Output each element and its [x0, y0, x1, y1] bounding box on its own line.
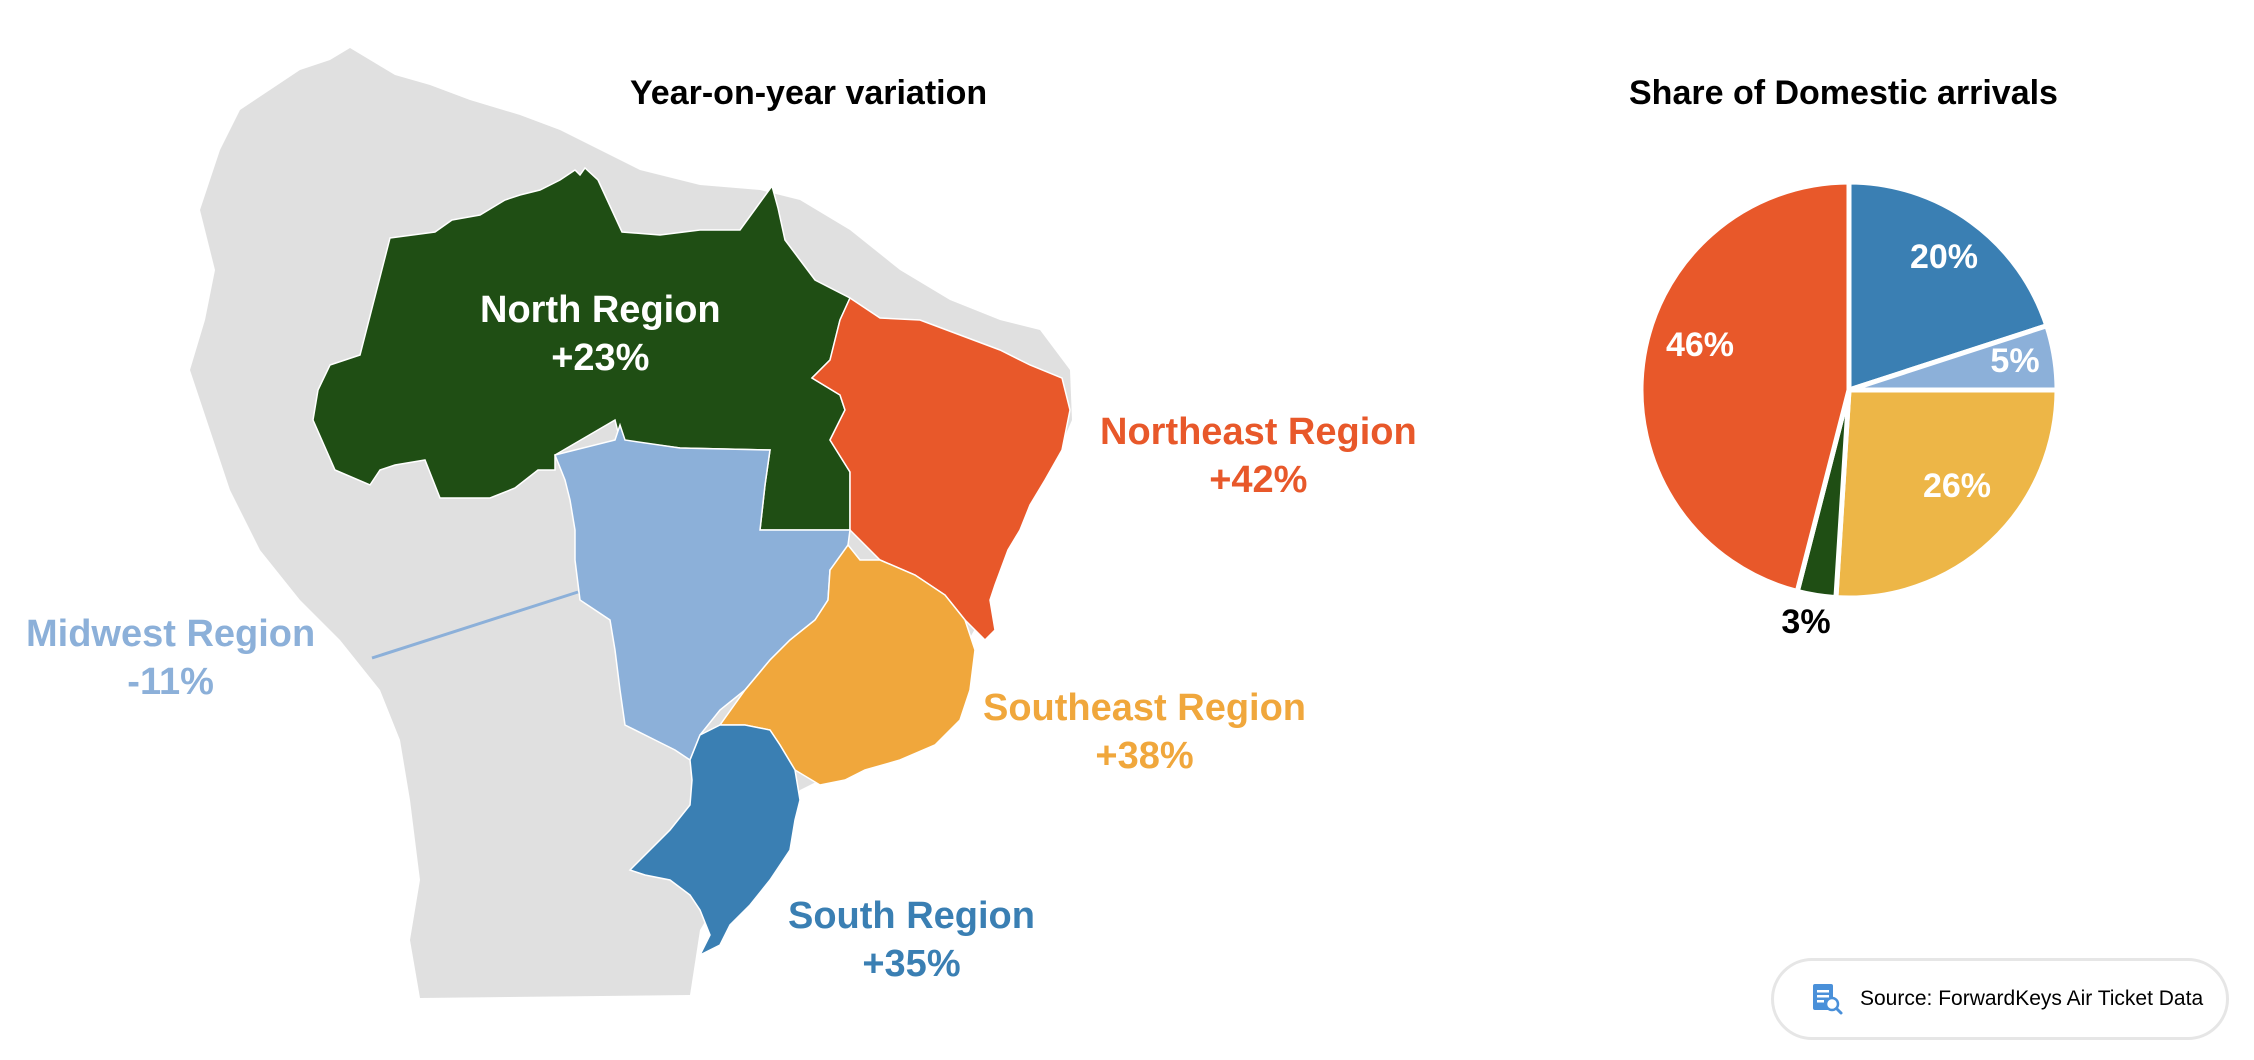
southeast-region-label: Southeast Region +38% — [983, 684, 1306, 780]
south-region-shape — [628, 724, 801, 957]
source-text: Source: ForwardKeys Air Ticket Data — [1860, 987, 2204, 1010]
midwest-leader-line — [371, 590, 579, 660]
midwest-region-label: Midwest Region -11% — [26, 610, 315, 706]
north-region-change: +23% — [551, 337, 650, 379]
southeast-region-shape — [718, 543, 976, 786]
south-region-change: +35% — [862, 943, 961, 985]
south-region-label: South Region +35% — [788, 892, 1035, 988]
northeast-region-name: Northeast Region — [1100, 411, 1417, 453]
north-region-name: North Region — [480, 289, 721, 331]
southeast-region-name: Southeast Region — [983, 687, 1307, 729]
northeast-region-label: Northeast Region +42% — [1100, 408, 1417, 504]
source-badge: Source: ForwardKeys Air Ticket Data — [1771, 958, 2229, 1040]
north-region-label: North Region +23% — [480, 286, 721, 382]
document-search-icon — [1810, 982, 1844, 1016]
south-region-name: South Region — [788, 895, 1035, 937]
pie-title: Share of Domestic arrivals — [1629, 74, 2058, 112]
map-title: Year-on-year variation — [630, 74, 988, 112]
northeast-region-shape — [810, 296, 1071, 642]
northeast-region-change: +42% — [1209, 459, 1308, 501]
midwest-region-change: -11% — [127, 661, 214, 703]
midwest-region-name: Midwest Region — [26, 613, 316, 655]
southeast-region-change: +38% — [1095, 735, 1194, 777]
